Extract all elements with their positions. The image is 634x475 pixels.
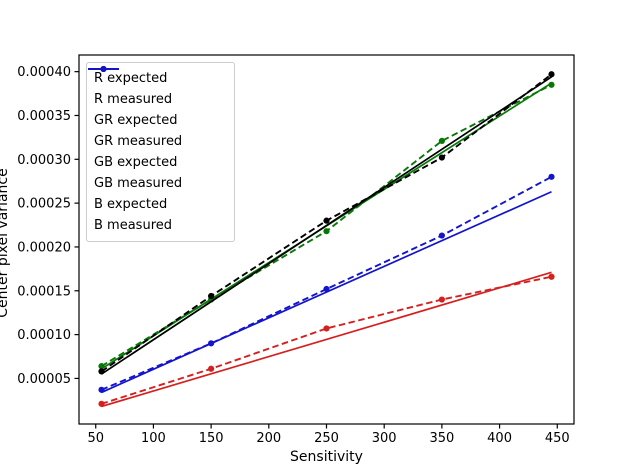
legend-label-gr-measured: GR measured [94,134,183,149]
x-tick-label: 350 [429,431,454,446]
marker-gb-measured [323,217,330,224]
marker-gb-measured [98,368,105,375]
legend-item-r-measured: R measured [88,66,226,110]
x-tick-label: 200 [256,431,281,446]
y-tick-label: 0.00030 [17,153,71,168]
y-tick-label: 0.00040 [17,65,71,80]
marker-b-measured [438,232,445,239]
marker-b-measured [98,386,105,393]
marker-r-measured [548,273,555,280]
marker-r-measured [208,365,215,372]
legend-label-gb-measured: GB measured [94,176,183,191]
marker-gb-measured [208,292,215,300]
legend-item-b-measured: B measured [88,66,226,236]
marker-b-measured [208,340,215,347]
marker-gr-measured [548,81,555,88]
marker-gb-measured [438,154,445,161]
marker-gr-measured [438,137,445,144]
legend: R expected R measured GR expected GR measur… [86,62,235,242]
x-tick-label: 150 [199,431,224,446]
marker-b-measured [323,285,330,293]
y-tick-label: 0.00020 [17,240,71,255]
series-line-b-measured [101,175,552,391]
series-line-r-expected [101,271,552,408]
y-tick-label: 0.00035 [17,109,71,124]
legend-label-b-expected: B expected [94,197,168,212]
x-axis-label: Sensitivity [290,449,363,465]
legend-item-gb-measured: GB measured [88,66,226,194]
x-tick-label: 400 [487,431,512,446]
legend-item-b-expected: B expected [88,68,226,215]
marker-r-measured [323,325,330,332]
legend-label-r-expected: R expected [94,71,168,86]
y-tick-label: 0.00005 [17,372,71,387]
y-tick-label: 0.00025 [17,197,71,212]
marker-b-measured [548,173,555,180]
legend-label-gb-expected: GB expected [94,155,178,170]
marker-gr-measured [98,363,105,370]
marker-r-measured [438,296,445,303]
legend-label-r-measured: R measured [94,92,173,107]
y-tick-label: 0.00010 [17,328,71,343]
legend-label-b-measured: B measured [94,218,172,233]
legend-item-gr-measured: GR measured [88,66,226,152]
x-tick-label: 300 [372,431,397,446]
x-tick-label: 100 [141,431,166,446]
series-line-r-measured [101,275,552,405]
legend-item-gr-expected: GR expected [88,68,226,131]
marker-r-measured [98,400,105,407]
series-line-gb-expected [101,76,552,375]
legend-item-gb-expected: GB expected [88,68,226,173]
y-axis-label: Center pixel variance [0,168,11,318]
x-tick-label: 50 [87,431,104,446]
legend-label-gr-expected: GR expected [94,113,178,128]
y-tick-label: 0.00015 [17,284,71,299]
marker-gb-measured [548,71,555,78]
legend-line-sample-b-measured [88,66,119,72]
x-tick-label: 250 [314,431,339,446]
marker-gr-measured [323,228,330,235]
x-tick-label: 450 [545,431,570,446]
